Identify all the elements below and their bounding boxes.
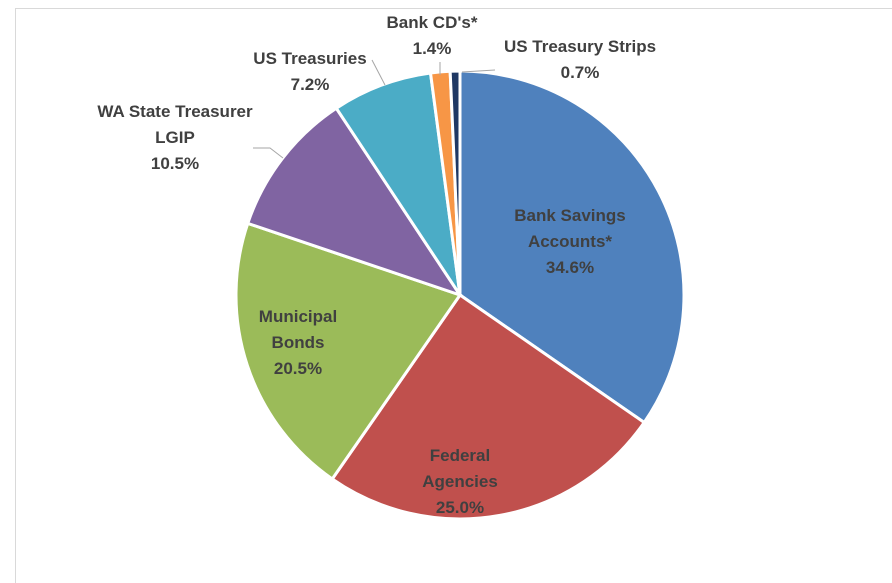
slice-label: Bank CD's* 1.4% <box>377 10 487 62</box>
pie-slice <box>234 221 463 482</box>
value-label: 10.5% <box>150 154 200 173</box>
value-label: 34.6% <box>545 258 595 277</box>
category-label: Federal Agencies <box>422 446 498 491</box>
pie-slice <box>334 71 462 296</box>
pie-slice <box>458 69 686 425</box>
leader-line <box>461 69 496 73</box>
pie-slice <box>245 106 464 298</box>
category-label: Bank CD's* <box>386 13 478 32</box>
slice-label: Bank Savings Accounts* 34.6% <box>500 203 640 281</box>
category-label: Bank Savings Accounts* <box>514 206 626 251</box>
value-label: 1.4% <box>412 39 452 58</box>
pie-slice <box>330 292 647 521</box>
category-label: Municipal Bonds <box>258 307 338 352</box>
slice-label: Federal Agencies 25.0% <box>400 443 520 521</box>
chart-frame <box>15 8 892 583</box>
value-label: 20.5% <box>273 359 323 378</box>
leader-line <box>371 59 386 86</box>
value-label: 25.0% <box>435 498 485 517</box>
value-label: 7.2% <box>290 75 330 94</box>
pie-slice <box>448 69 462 296</box>
value-label: 0.7% <box>560 63 600 82</box>
slice-label: US Treasury Strips 0.7% <box>470 34 690 86</box>
category-label: US Treasuries <box>253 49 367 68</box>
slice-label: US Treasuries 7.2% <box>240 46 380 98</box>
slice-label: Municipal Bonds 20.5% <box>243 304 353 382</box>
category-label: WA State Treasurer LGIP <box>97 102 253 147</box>
leader-line <box>253 147 284 159</box>
slice-label: WA State Treasurer LGIP 10.5% <box>95 99 255 177</box>
category-label: US Treasury Strips <box>503 37 657 56</box>
